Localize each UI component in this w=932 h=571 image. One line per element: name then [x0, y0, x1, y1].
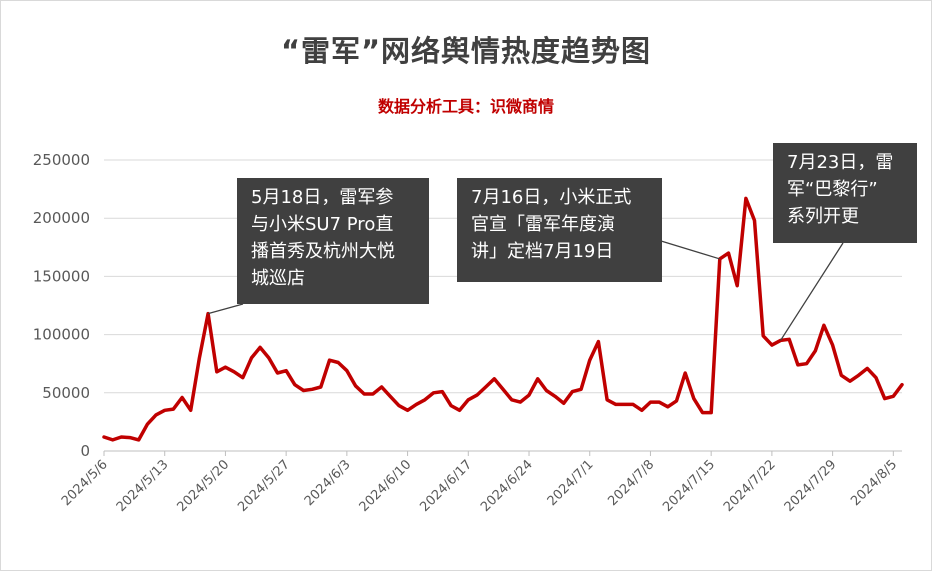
y-tick-label: 250000 [33, 151, 90, 169]
annotation-7-16: 7月16日，小米正式 官宣「雷军年度演 讲」定档7月19日 [457, 178, 662, 282]
y-tick-label: 0 [80, 442, 90, 460]
x-tick-label: 2024/6/3 [302, 457, 354, 509]
x-tick-label: 2024/8/5 [848, 457, 900, 509]
x-tick-label: 2024/7/8 [605, 457, 657, 509]
annotation-leader [780, 242, 844, 341]
x-tick-label: 2024/6/10 [357, 457, 415, 515]
x-axis-ticks: 2024/5/6 2024/5/13 2024/5/20 2024/5/27 2024/… [59, 457, 900, 515]
x-axis [103, 450, 902, 456]
series-line [102, 196, 904, 442]
x-tick-label: 2024/5/27 [235, 457, 293, 515]
chart-subtitle: 数据分析工具：识微商情 [377, 97, 554, 116]
y-tick-label: 50000 [42, 384, 90, 402]
x-tick-label: 2024/5/13 [114, 457, 172, 515]
annotation-7-23: 7月23日，雷 军“巴黎行” 系列开更 [773, 143, 917, 243]
annotation-leader [207, 303, 244, 315]
x-tick-label: 2024/7/1 [545, 457, 597, 509]
y-tick-label: 100000 [33, 326, 90, 344]
y-axis-ticks: 0 50000 100000 150000 200000 250000 [33, 151, 90, 460]
x-tick-label: 2024/6/24 [478, 457, 536, 515]
y-tick-label: 150000 [33, 267, 90, 285]
x-tick-label: 2024/5/20 [175, 457, 233, 515]
chart-title: “雷军”网络舆情热度趋势图 [280, 34, 652, 68]
x-tick-label: 2024/7/22 [721, 457, 779, 515]
x-tick-label: 2024/5/6 [59, 457, 111, 509]
x-tick-label: 2024/6/17 [417, 457, 475, 515]
x-tick-label: 2024/7/15 [660, 457, 718, 515]
x-tick-label: 2024/7/29 [782, 457, 840, 515]
annotation-5-18: 5月18日，雷军参 与小米SU7 Pro直 播首秀及杭州大悦 城巡店 [237, 178, 429, 304]
y-tick-label: 200000 [33, 209, 90, 227]
series-lines [102, 196, 904, 442]
